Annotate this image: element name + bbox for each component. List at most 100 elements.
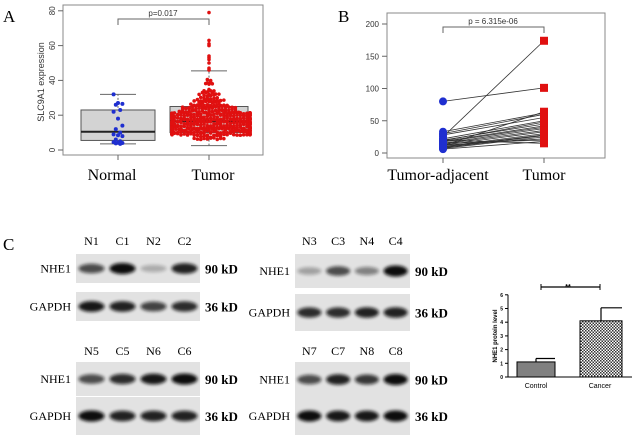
data-point-tumor: [231, 114, 236, 118]
protein-band: [171, 373, 198, 385]
data-point-tumor: [236, 110, 241, 115]
data-point-tumor: [179, 124, 183, 128]
protein-band: [109, 410, 136, 422]
protein-band: [297, 267, 322, 275]
protein-band: [171, 410, 198, 422]
data-point-tumor: [195, 132, 200, 137]
data-point-normal: [116, 116, 120, 121]
data-point-tumor: [197, 110, 201, 114]
pair-line: [442, 136, 545, 149]
data-point-tumor: [195, 97, 200, 102]
x-label-tumor: Tumor: [192, 167, 236, 184]
data-point-tumor: [245, 111, 249, 116]
data-point-tumor: [192, 99, 196, 103]
data-point-tumor: [225, 130, 229, 135]
data-point-tumor: [207, 87, 211, 92]
data-point-tumor: [208, 135, 213, 140]
lane-label: N4: [360, 234, 375, 248]
data-point-tumor: [175, 112, 180, 117]
data-point-tumor: [208, 97, 213, 101]
panel-label-a: A: [3, 7, 16, 26]
data-point-tumor: [184, 128, 188, 133]
molecular-weight-label: 36 kD: [205, 409, 238, 424]
data-point-tumor: [192, 130, 196, 135]
data-point-normal: [120, 123, 125, 128]
data-point-tumor: [245, 117, 249, 121]
data-point-tumor: [172, 122, 177, 126]
data-point-tumor: [195, 137, 200, 141]
protein-band: [78, 410, 105, 422]
protein-band: [354, 307, 379, 318]
data-point-tumor: [185, 121, 190, 125]
data-point-tumor: [213, 108, 218, 113]
data-point-tumor: [205, 133, 210, 138]
pair-line: [442, 121, 545, 142]
protein-band: [297, 410, 322, 422]
data-point-tumor: [208, 130, 213, 134]
protein-band: [78, 301, 105, 312]
pair-line: [442, 134, 545, 148]
pair-line: [442, 111, 545, 147]
lane-label: C8: [389, 344, 403, 358]
lane-label: C7: [331, 344, 345, 358]
lane-label: N6: [146, 344, 161, 358]
data-point-tumor: [238, 123, 243, 128]
lane-label: C4: [389, 234, 403, 248]
data-point-tumor: [192, 126, 196, 130]
data-point-tumor: [207, 61, 211, 65]
data-point-tumor: [210, 109, 215, 114]
significance-label: p=0.017: [148, 9, 178, 18]
data-point-tumor: [187, 109, 191, 114]
panel-label-c: C: [3, 235, 14, 254]
data-point-tumor: [205, 77, 210, 82]
data-point-tumor: [218, 103, 223, 108]
data-point-tumor: [235, 121, 239, 125]
data-point-tumor: [235, 133, 239, 137]
data-point-tumor: [218, 112, 223, 116]
y-tick-label: 2: [500, 348, 503, 354]
data-point-tumor: [208, 119, 213, 123]
data-point-tumor: [198, 123, 203, 127]
data-point-normal: [113, 141, 118, 146]
x-label-tumor-adjacent: Tumor-adjacent: [387, 167, 489, 184]
data-point-normal: [116, 133, 120, 138]
y-tick-label: 100: [366, 85, 380, 94]
y-tick-label: 150: [366, 52, 380, 61]
significance-bracket: [117, 18, 210, 25]
x-label-tumor: Tumor: [523, 167, 567, 184]
protein-band: [326, 266, 351, 276]
data-point-tumor: [245, 130, 249, 135]
data-point-tumor: [540, 83, 548, 92]
data-point-tumor: [235, 116, 239, 121]
lane-label: C5: [115, 344, 129, 358]
data-point-tumor: [202, 103, 206, 108]
data-point-tumor: [230, 105, 234, 110]
data-point-tumor: [202, 119, 206, 124]
data-point-tumor: [195, 126, 200, 131]
chart-a: SLC9A1 expression p=0.017 Normal Tumor 0…: [36, 4, 264, 184]
data-point-tumor: [203, 110, 208, 115]
pair-line: [442, 140, 545, 150]
protein-band: [383, 374, 408, 385]
data-point-tumor: [207, 42, 211, 46]
data-point-tumor: [202, 134, 206, 138]
protein-band: [383, 265, 408, 277]
data-point-tumor: [241, 132, 246, 137]
protein-band: [140, 373, 167, 385]
data-point-tumor: [225, 123, 229, 127]
data-point-tumor: [205, 96, 210, 101]
significance-bracket: [442, 26, 545, 33]
protein-label: NHE1: [259, 373, 290, 387]
data-point-tumor: [218, 117, 223, 122]
lane-label: N1: [84, 234, 99, 248]
pair-line: [442, 40, 545, 138]
data-point-tumor: [222, 103, 226, 107]
data-point-tumor: [212, 96, 216, 101]
data-point-tumor: [172, 111, 177, 115]
protein-band: [326, 374, 351, 385]
data-point-tumor: [208, 78, 213, 83]
data-point-tumor: [222, 116, 226, 121]
protein-band: [383, 307, 408, 318]
x-label-cancer: Cancer: [589, 383, 612, 390]
data-point-tumor: [212, 103, 216, 108]
